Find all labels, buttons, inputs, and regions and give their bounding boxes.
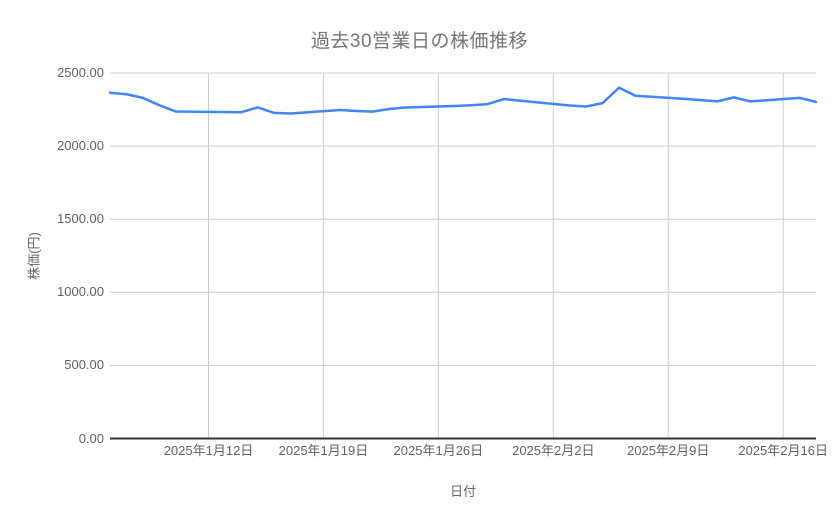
stock-price-line bbox=[108, 86, 818, 115]
chart-title: 過去30営業日の株価推移 bbox=[310, 31, 529, 52]
